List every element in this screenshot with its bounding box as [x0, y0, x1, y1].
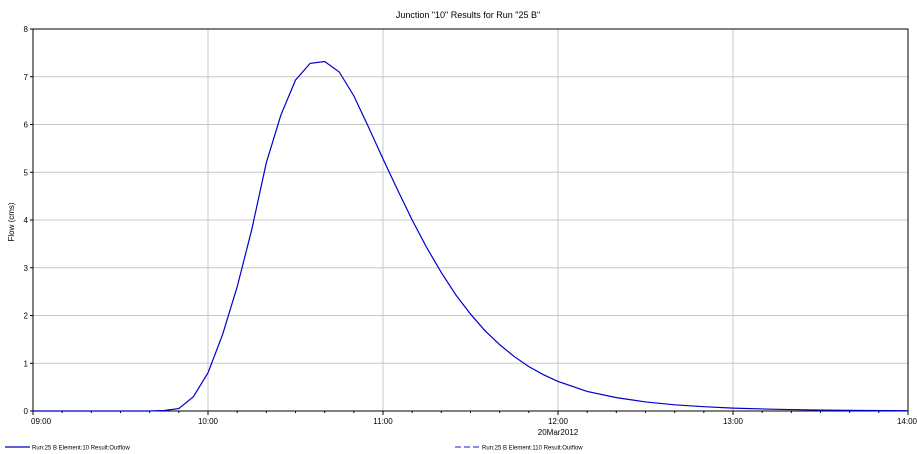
y-tick-label: 7 — [24, 73, 29, 82]
x-tick-label: 09:00 — [31, 417, 52, 426]
y-tick-label: 0 — [24, 407, 29, 416]
y-tick-label: 4 — [24, 216, 29, 225]
y-tick-label: 2 — [24, 312, 29, 321]
x-axis-label: 20Mar2012 — [538, 428, 579, 437]
series-layer — [33, 60, 909, 412]
y-tick-label: 6 — [24, 121, 29, 130]
x-tick-label: 14:00 — [897, 417, 917, 426]
series-line-1 — [33, 60, 909, 412]
x-tick-label: 10:00 — [198, 417, 219, 426]
y-tick-label: 5 — [24, 168, 29, 177]
x-tick-label: 11:00 — [373, 417, 393, 426]
grid-layer — [33, 29, 908, 411]
y-axis-label: Flow (cms) — [7, 202, 16, 241]
legend-label: Run:25 B Element:10 Result:Outflow — [32, 446, 130, 452]
legend: Run:25 B Element:10 Result:Outflow Run:25… — [5, 446, 583, 452]
x-tick-label: 13:00 — [723, 417, 744, 426]
legend-label: Run:25 B Element:110 Result:Outflow — [482, 446, 583, 452]
axis-layer: 0 1 2 3 4 5 6 7 8 09:00 10:00 11:00 12:00 13:00 14:00 — [24, 25, 917, 426]
y-tick-label: 8 — [24, 25, 29, 34]
chart-title: Junction "10" Results for Run "25 B" — [396, 10, 540, 20]
x-tick-label: 12:00 — [548, 417, 569, 426]
y-tick-label: 3 — [24, 264, 29, 273]
y-tick-label: 1 — [24, 359, 29, 368]
